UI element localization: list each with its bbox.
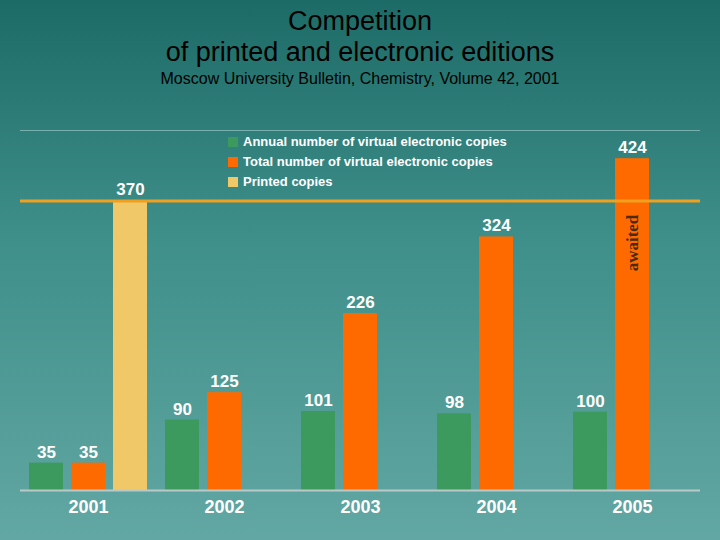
svg-text:2001: 2001: [68, 497, 108, 517]
svg-text:2004: 2004: [476, 497, 516, 517]
svg-text:100: 100: [576, 392, 604, 411]
svg-text:35: 35: [37, 443, 56, 462]
html-text:Competition of printed and ele: Competition of printed and electronic ed…: [165, 6, 555, 67]
svg-text:101: 101: [304, 391, 332, 410]
html-text:Printed copies: Printed copies: [243, 174, 333, 189]
svg-text:125: 125: [210, 372, 238, 391]
svg-text:98: 98: [445, 393, 464, 412]
svg-text:2002: 2002: [204, 497, 244, 517]
svg-text:2003: 2003: [340, 497, 380, 517]
svg-text:awaited: awaited: [623, 214, 642, 271]
svg-text:35: 35: [79, 443, 98, 462]
svg-text:90: 90: [173, 400, 192, 419]
html-text:Total number of virtual electr: Total number of virtual electronic copie…: [243, 154, 493, 169]
html-text:Moscow University Bulletin, Ch: Moscow University Bulletin, Chemistry, V…: [160, 70, 560, 87]
html-text:Annual number of virtual elect: Annual number of virtual electronic copi…: [243, 134, 507, 149]
svg-text:370: 370: [116, 180, 144, 199]
svg-text:226: 226: [346, 293, 374, 312]
svg-text:424: 424: [618, 138, 647, 157]
svg-text:324: 324: [482, 216, 511, 235]
svg-text:2005: 2005: [612, 497, 652, 517]
